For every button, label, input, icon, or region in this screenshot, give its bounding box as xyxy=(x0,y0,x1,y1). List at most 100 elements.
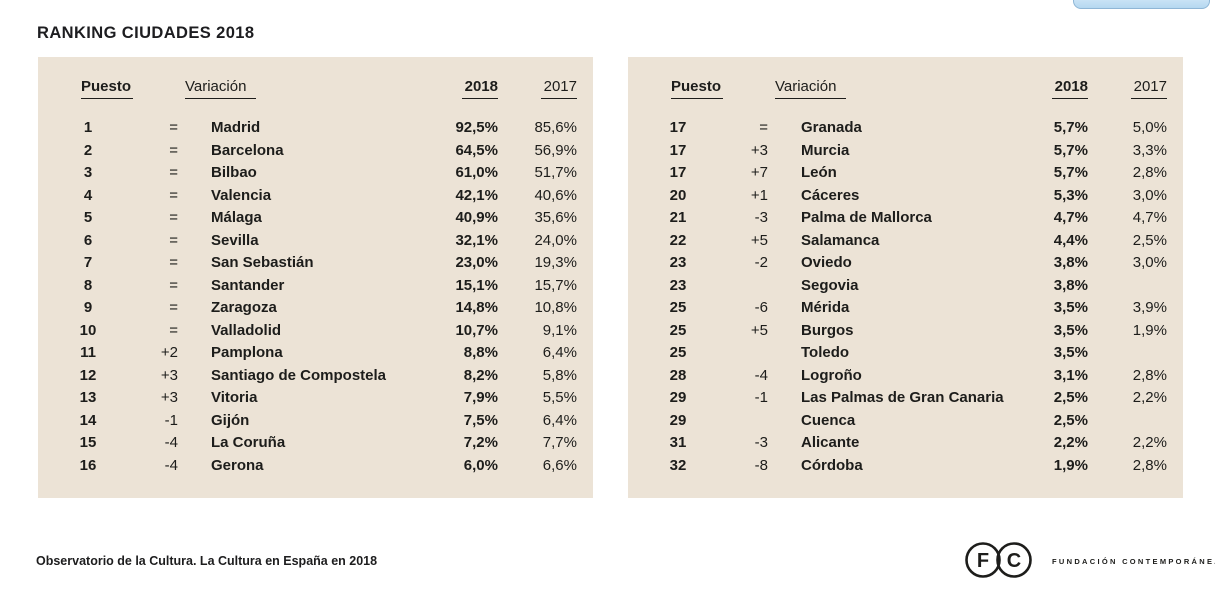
rank-cell: 10 xyxy=(79,321,97,339)
city-cell: Zaragoza xyxy=(211,299,277,316)
rank-cell: 23 xyxy=(669,254,687,271)
value-2017-cell: 6,4% xyxy=(542,344,577,361)
table-row: 20 +1 Cáceres 5,3% 3,0% xyxy=(628,185,1183,208)
city-cell: Toledo xyxy=(801,344,850,361)
source-note: Observatorio de la Cultura. La Cultura e… xyxy=(36,554,378,568)
value-2017-cell: 3,9% xyxy=(1132,299,1167,316)
rank-cell: 32 xyxy=(669,456,687,474)
table-row: 23 Segovia 3,8% xyxy=(628,275,1183,298)
ranking-table-left: Puesto Variación 2018 2017 1 = Madrid 92,5%… xyxy=(38,57,593,498)
value-2018-cell: 3,5% xyxy=(1053,299,1088,316)
city-cell: Gijón xyxy=(211,411,250,429)
table-row: 15 -4 La Coruña 7,2% 7,7% xyxy=(38,432,593,455)
city-cell: Burgos xyxy=(801,321,854,339)
value-2017-cell: 9,1% xyxy=(542,321,577,339)
value-2018-cell: 42,1% xyxy=(455,186,498,204)
rank-cell: 17 xyxy=(669,141,687,159)
rank-cell: 25 xyxy=(669,344,687,361)
variation-cell: -1 xyxy=(164,411,178,429)
rank-cell: 8 xyxy=(83,276,93,294)
variation-cell: = xyxy=(169,186,178,204)
value-2017-cell: 3,0% xyxy=(1132,186,1167,204)
table-row: 17 +7 León 5,7% 2,8% xyxy=(628,162,1183,185)
variation-cell: = xyxy=(169,231,178,249)
value-2018-cell: 3,5% xyxy=(1053,344,1088,361)
city-cell: Barcelona xyxy=(211,141,284,159)
page-title: RANKING CIUDADES 2018 xyxy=(37,24,255,42)
value-2018-cell: 4,4% xyxy=(1053,231,1088,249)
city-cell: Sevilla xyxy=(211,231,259,249)
value-2018-cell: 32,1% xyxy=(455,231,498,249)
table-row: 9 = Zaragoza 14,8% 10,8% xyxy=(38,297,593,320)
rank-cell: 2 xyxy=(83,141,93,159)
table-row: 17 = Granada 5,7% 5,0% xyxy=(628,117,1183,140)
table-row: 5 = Málaga 40,9% 35,6% xyxy=(38,207,593,230)
column-header-2018: 2018 xyxy=(461,78,498,99)
rank-cell: 9 xyxy=(83,299,93,316)
table-body: 17 = Granada 5,7% 5,0% 17 +3 Murcia 5,7% 3,3% 17 +7… xyxy=(628,117,1183,477)
variation-cell: = xyxy=(169,299,178,316)
partial-toolbar-button[interactable] xyxy=(1073,0,1210,9)
rank-cell: 3 xyxy=(83,164,93,181)
value-2017-cell: 2,8% xyxy=(1132,164,1167,181)
city-cell: Cáceres xyxy=(801,186,860,204)
value-2018-cell: 15,1% xyxy=(455,276,498,294)
variation-cell: = xyxy=(169,141,178,159)
fc-circles-icon: F C xyxy=(965,542,1032,578)
value-2018-cell: 7,9% xyxy=(463,389,498,406)
rank-cell: 17 xyxy=(669,119,687,136)
table-header: Puesto Variación 2018 2017 xyxy=(38,78,593,99)
variation-cell: +3 xyxy=(160,366,178,384)
city-cell: Mérida xyxy=(801,299,850,316)
value-2017-cell: 19,3% xyxy=(534,254,577,271)
city-cell: Pamplona xyxy=(211,344,283,361)
table-row: 13 +3 Vitoria 7,9% 5,5% xyxy=(38,387,593,410)
value-2018-cell: 3,8% xyxy=(1053,276,1088,294)
value-2017-cell: 2,2% xyxy=(1132,434,1167,451)
city-cell: Alicante xyxy=(801,434,860,451)
value-2018-cell: 7,2% xyxy=(463,434,498,451)
rank-cell: 4 xyxy=(83,186,93,204)
variation-cell: = xyxy=(169,119,178,136)
table-row: 29 -1 Las Palmas de Gran Canaria 2,5% 2,2% xyxy=(628,387,1183,410)
table-row: 25 -6 Mérida 3,5% 3,9% xyxy=(628,297,1183,320)
variation-cell: -4 xyxy=(164,434,178,451)
fundacion-contemporanea-logo: F C xyxy=(962,540,1034,580)
value-2017-cell: 1,9% xyxy=(1132,321,1167,339)
city-cell: Las Palmas de Gran Canaria xyxy=(801,389,1004,406)
column-header-puesto: Puesto xyxy=(81,78,134,99)
city-cell: Logroño xyxy=(801,366,862,384)
ranking-table-right: Puesto Variación 2018 2017 17 = Granada 5,7… xyxy=(628,57,1183,498)
table-row: 3 = Bilbao 61,0% 51,7% xyxy=(38,162,593,185)
value-2018-cell: 10,7% xyxy=(455,321,498,339)
table-row: 17 +3 Murcia 5,7% 3,3% xyxy=(628,140,1183,163)
value-2018-cell: 4,7% xyxy=(1053,209,1088,226)
value-2017-cell: 24,0% xyxy=(534,231,577,249)
variation-cell: -4 xyxy=(754,366,768,384)
value-2017-cell: 40,6% xyxy=(534,186,577,204)
table-row: 2 = Barcelona 64,5% 56,9% xyxy=(38,140,593,163)
rank-cell: 25 xyxy=(669,321,687,339)
variation-cell: +3 xyxy=(160,389,178,406)
table-row: 1 = Madrid 92,5% 85,6% xyxy=(38,117,593,140)
table-row: 32 -8 Córdoba 1,9% 2,8% xyxy=(628,455,1183,478)
table-row: 4 = Valencia 42,1% 40,6% xyxy=(38,185,593,208)
table-row: 21 -3 Palma de Mallorca 4,7% 4,7% xyxy=(628,207,1183,230)
variation-cell: = xyxy=(169,276,178,294)
column-header-puesto: Puesto xyxy=(671,78,724,99)
rank-cell: 21 xyxy=(669,209,687,226)
table-row: 11 +2 Pamplona 8,8% 6,4% xyxy=(38,342,593,365)
rank-cell: 20 xyxy=(669,186,687,204)
variation-cell: -1 xyxy=(754,389,768,406)
variation-cell xyxy=(728,342,768,365)
column-header-2018: 2018 xyxy=(1051,78,1088,99)
value-2018-cell: 2,5% xyxy=(1053,389,1088,406)
value-2017-cell xyxy=(1088,410,1167,433)
rank-cell: 31 xyxy=(669,434,687,451)
variation-cell: -2 xyxy=(754,254,768,271)
rank-cell: 16 xyxy=(79,456,97,474)
rank-cell: 25 xyxy=(669,299,687,316)
column-header-variacion: Variación xyxy=(185,78,257,99)
value-2017-cell: 6,4% xyxy=(542,411,577,429)
variation-cell: -3 xyxy=(754,209,768,226)
